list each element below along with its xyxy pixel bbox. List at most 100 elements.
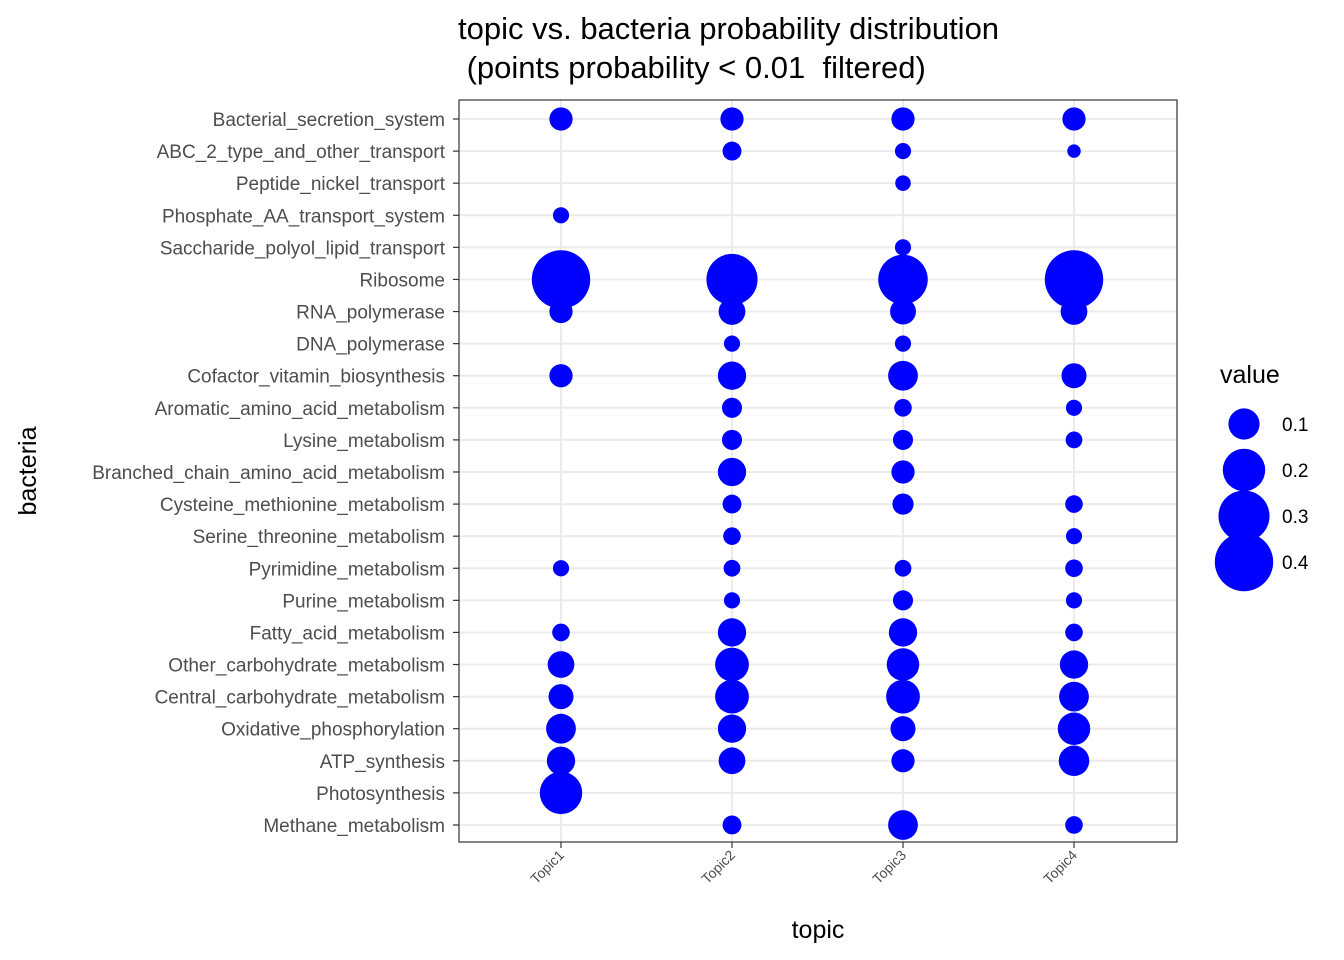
data-point: [723, 559, 741, 577]
y-tick-label: Saccharide_polyol_lipid_transport: [160, 238, 446, 259]
x-axis: Topic1 Topic2 Topic3 Topic4: [527, 842, 1080, 887]
data-point: [1065, 592, 1083, 609]
chart-title-line-1: topic vs. bacteria probability distribut…: [458, 11, 999, 46]
y-tick-label: Peptide_nickel_transport: [236, 174, 446, 195]
y-tick-label: Purine_metabolism: [282, 591, 445, 612]
data-point: [552, 623, 570, 642]
legend-label: 0.2: [1282, 461, 1308, 482]
panel-border: [458, 99, 1178, 843]
data-point: [891, 460, 915, 484]
data-point: [546, 713, 576, 744]
data-point: [531, 250, 591, 309]
data-point: [1065, 399, 1083, 416]
data-point: [892, 590, 914, 611]
data-points: [531, 107, 1104, 840]
y-tick-label: Aromatic_amino_acid_metabolism: [155, 399, 445, 420]
data-point: [886, 648, 920, 681]
y-tick-label: Serine_threonine_metabolism: [193, 527, 445, 548]
legend-title: value: [1220, 361, 1280, 389]
data-point: [552, 560, 570, 577]
size-legend: 0.1 0.2 0.3 0.4: [1214, 408, 1309, 592]
data-point: [1058, 745, 1090, 777]
y-tick-label: Cofactor_vitamin_biosynthesis: [187, 367, 445, 388]
data-point: [720, 107, 744, 131]
y-tick-label: Lysine_metabolism: [283, 431, 445, 452]
data-point: [549, 107, 573, 131]
data-point: [723, 592, 741, 609]
data-point: [539, 771, 583, 815]
y-tick-label: ABC_2_type_and_other_transport: [157, 142, 446, 163]
data-point: [1059, 650, 1089, 679]
data-point: [1059, 681, 1089, 712]
data-point: [888, 810, 918, 840]
data-point: [718, 298, 746, 325]
y-tick-label: Other_carbohydrate_metabolism: [168, 656, 445, 677]
data-point: [1061, 363, 1087, 389]
y-tick-label: Branched_chain_amino_acid_metabolism: [92, 463, 445, 484]
data-point: [717, 361, 747, 390]
x-tick-label: Topic1: [527, 847, 567, 887]
data-point: [1062, 107, 1086, 131]
data-point: [1060, 298, 1088, 325]
y-tick-label: Central_carbohydrate_metabolism: [155, 688, 445, 709]
data-point: [895, 175, 911, 191]
data-point: [723, 335, 741, 352]
data-point: [1065, 559, 1083, 578]
data-point: [894, 335, 912, 352]
y-tick-label: Bacterial_secretion_system: [213, 110, 445, 131]
data-point: [717, 618, 747, 647]
y-tick-label: Photosynthesis: [316, 784, 445, 805]
data-point: [1065, 528, 1083, 545]
data-point: [548, 684, 574, 710]
data-point: [722, 494, 742, 514]
data-point: [715, 647, 749, 682]
legend-key: [1228, 408, 1260, 440]
data-point: [722, 141, 742, 161]
y-tick-label: ATP_synthesis: [320, 752, 445, 773]
legend-key: [1214, 532, 1274, 592]
y-tick-label: DNA_polymerase: [296, 335, 445, 356]
legend-label: 0.3: [1282, 507, 1308, 528]
x-axis-title: topic: [792, 916, 845, 944]
y-tick-label: Phosphate_AA_transport_system: [162, 206, 445, 227]
data-point: [890, 298, 916, 325]
data-point: [892, 429, 914, 450]
data-point: [1067, 144, 1081, 158]
y-tick-label: RNA_polymerase: [296, 303, 445, 324]
data-point: [706, 253, 758, 305]
data-point: [715, 679, 749, 714]
data-point: [549, 364, 573, 388]
x-tick-label: Topic2: [698, 847, 738, 887]
data-point: [894, 239, 912, 256]
data-point: [717, 714, 747, 743]
chart-title-line-2: (points probability < 0.01 filtered): [458, 50, 926, 85]
y-tick-label: Oxidative_phosphorylation: [221, 720, 445, 741]
data-point: [886, 679, 920, 714]
y-tick-label: Cysteine_methionine_metabolism: [160, 495, 445, 516]
data-point: [891, 749, 915, 773]
data-point: [552, 207, 570, 224]
data-point: [723, 527, 741, 545]
y-axis: Bacterial_secretion_system ABC_2_type_and…: [92, 110, 459, 837]
data-point: [1044, 250, 1104, 309]
data-point: [1065, 623, 1083, 642]
data-point: [546, 746, 576, 775]
y-axis-title: bacteria: [14, 426, 42, 515]
data-point: [718, 747, 746, 775]
data-point: [547, 651, 575, 678]
x-tick-label: Topic4: [1040, 847, 1080, 887]
data-point: [1065, 495, 1083, 513]
data-point: [1065, 431, 1083, 449]
data-point: [717, 457, 747, 487]
data-point: [894, 143, 912, 160]
data-point: [721, 397, 743, 418]
y-tick-label: Methane_metabolism: [263, 816, 445, 837]
y-tick-label: Pyrimidine_metabolism: [249, 559, 445, 580]
data-point: [1065, 816, 1083, 834]
data-point: [890, 716, 916, 742]
data-point: [888, 360, 918, 391]
data-point: [894, 559, 912, 577]
data-point: [888, 618, 918, 647]
data-point: [878, 254, 928, 305]
